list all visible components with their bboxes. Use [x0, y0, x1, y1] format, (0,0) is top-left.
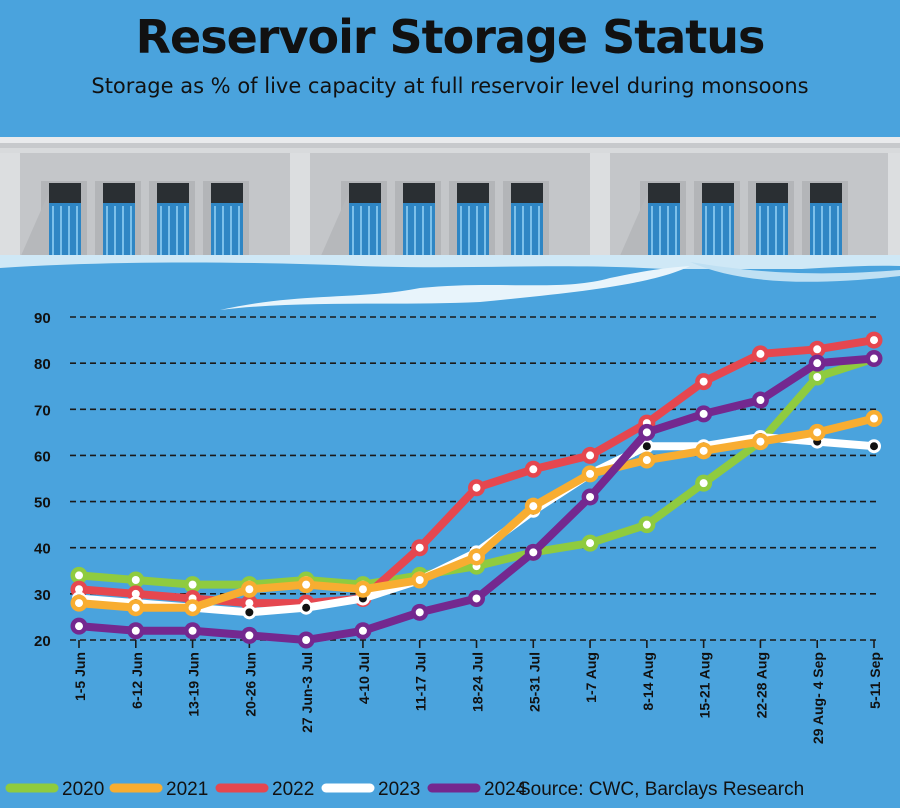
legend: 2020 2021 2022 2023 2024: [5, 779, 527, 800]
data-point-center: [813, 345, 822, 354]
data-point-center: [870, 442, 878, 451]
x-tick-label: 5-11 Sep: [867, 652, 883, 709]
dam-illustration: [0, 137, 900, 310]
data-point-center: [131, 589, 140, 598]
data-point-center: [188, 626, 197, 635]
data-point-center: [756, 396, 765, 405]
data-point-center: [642, 456, 651, 465]
x-tick-label: 8-14 Aug: [640, 652, 656, 711]
data-point-center: [131, 603, 140, 612]
x-tick-label: 4-10 Jul: [356, 652, 372, 704]
data-point-center: [642, 442, 651, 451]
series-group: [70, 331, 883, 649]
data-point-center: [415, 576, 424, 585]
x-tick-label: 18-24 Jul: [470, 652, 486, 712]
data-point-center: [756, 437, 765, 446]
data-point-center: [586, 451, 595, 460]
data-point-center: [870, 354, 878, 363]
y-tick-label: 40: [34, 541, 51, 558]
data-point-center: [245, 608, 254, 617]
y-tick-label: 80: [34, 356, 51, 373]
legend-label-2024: 2024: [484, 779, 527, 800]
data-point-center: [642, 428, 651, 437]
legend-label-2022: 2022: [272, 779, 314, 800]
series-2024: [70, 350, 883, 649]
data-point-center: [302, 580, 311, 589]
data-point-center: [699, 446, 708, 455]
x-tick-label: 15-21 Aug: [697, 652, 713, 718]
legend-label-2020: 2020: [62, 779, 104, 800]
data-point-center: [415, 608, 424, 617]
data-point-center: [472, 483, 481, 492]
x-tick-label: 6-12 Jun: [129, 652, 145, 709]
data-point-center: [699, 479, 708, 488]
data-point-center: [131, 626, 140, 635]
x-tick-label: 11-17 Jul: [413, 652, 429, 711]
data-point-center: [813, 428, 822, 437]
y-tick-label: 30: [34, 587, 51, 604]
y-tick-label: 50: [34, 495, 51, 512]
x-tick-label: 22-28 Aug: [753, 652, 769, 718]
data-point-center: [586, 469, 595, 478]
data-point-center: [642, 520, 651, 529]
legend-label-2021: 2021: [166, 779, 208, 800]
x-tick-label: 1-7 Aug: [583, 652, 599, 703]
data-point-center: [586, 539, 595, 548]
source-note: Source: CWC, Barclays Research: [518, 779, 804, 800]
data-point-center: [75, 622, 83, 631]
data-point-center: [529, 548, 538, 557]
data-point-center: [529, 502, 538, 511]
data-point-center: [188, 580, 197, 589]
data-point-center: [75, 599, 83, 608]
x-tick-label: 13-19 Jun: [186, 652, 202, 717]
data-point-center: [529, 465, 538, 474]
x-tick-label: 1-5 Jun: [72, 652, 88, 701]
data-point-center: [245, 631, 254, 640]
data-point-center: [813, 372, 822, 381]
data-point-center: [75, 585, 83, 594]
y-tick-label: 20: [34, 633, 51, 650]
data-point-center: [870, 336, 878, 345]
data-point-center: [813, 359, 822, 368]
data-point-center: [358, 585, 367, 594]
x-tick-label: 25-31 Jul: [526, 652, 542, 712]
chart-subtitle: Storage as % of live capacity at full re…: [91, 74, 809, 98]
data-point-center: [358, 626, 367, 635]
x-tick-label: 20-26 Jun: [242, 652, 258, 717]
data-point-center: [415, 543, 424, 552]
data-point-center: [699, 409, 708, 418]
data-point-center: [302, 636, 311, 644]
data-point-center: [245, 585, 254, 594]
data-point-center: [302, 603, 311, 612]
data-point-center: [245, 599, 254, 608]
data-point-center: [586, 492, 595, 501]
data-point-center: [699, 377, 708, 386]
data-point-center: [472, 552, 481, 561]
data-point-center: [472, 594, 481, 603]
y-axis: 20 30 40 50 60 70 80 90: [34, 310, 51, 650]
data-point-center: [756, 349, 765, 358]
x-tick-label: 27 Jun-3 Jul: [299, 652, 315, 733]
y-tick-label: 60: [34, 448, 51, 465]
x-axis: 1-5 Jun 6-12 Jun 13-19 Jun 20-26 Jun 27 Jun-…: [72, 640, 883, 744]
x-tick-label: 29 Aug- 4 Sep: [810, 652, 826, 744]
data-point-center: [75, 571, 83, 580]
series-2021: [70, 410, 883, 617]
data-point-center: [188, 603, 197, 612]
legend-label-2023: 2023: [378, 779, 420, 800]
data-point-center: [131, 576, 140, 585]
y-tick-label: 70: [34, 402, 51, 419]
y-tick-label: 90: [34, 310, 51, 327]
data-point-center: [870, 414, 878, 423]
chart-title: Reservoir Storage Status: [135, 10, 766, 64]
